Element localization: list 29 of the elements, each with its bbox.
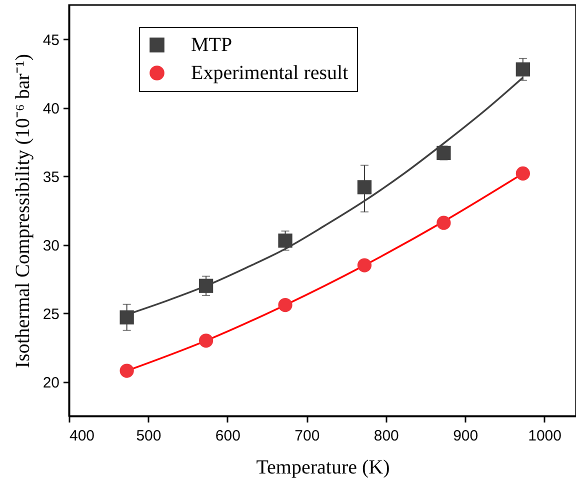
y-tick-label: 35 [42, 168, 60, 186]
y-axis-title: Isothermal Compressibility (10⁻⁶ bar⁻¹) [12, 54, 34, 368]
y-tick-label: 30 [42, 237, 60, 254]
point [357, 180, 372, 194]
point [278, 234, 292, 248]
point [198, 334, 214, 348]
x-tick-label: 400 [70, 428, 95, 444]
x-tick-label: 900 [453, 428, 478, 444]
point [198, 278, 214, 293]
y-tick-label: 20 [42, 374, 60, 392]
y-tick-label: 40 [42, 100, 60, 118]
y-tick-label: 25 [42, 306, 60, 323]
x-tick-label: 500 [136, 428, 162, 444]
point [516, 166, 530, 181]
point [436, 216, 451, 230]
x-tick-label: 800 [374, 428, 399, 444]
legend-label: MTP [191, 34, 232, 56]
point [436, 146, 451, 160]
x-tick-label: 700 [294, 428, 320, 444]
point [516, 62, 530, 76]
x-axis-title: Temperature (K) [256, 456, 390, 478]
y-tick-label: 45 [42, 32, 60, 49]
point [357, 258, 372, 272]
point [278, 298, 292, 312]
legend-label: Experimental result [191, 62, 349, 84]
point [120, 364, 134, 378]
x-tick-label: 600 [215, 428, 240, 444]
point [120, 310, 134, 324]
x-tick-label: 1000 [528, 428, 562, 444]
